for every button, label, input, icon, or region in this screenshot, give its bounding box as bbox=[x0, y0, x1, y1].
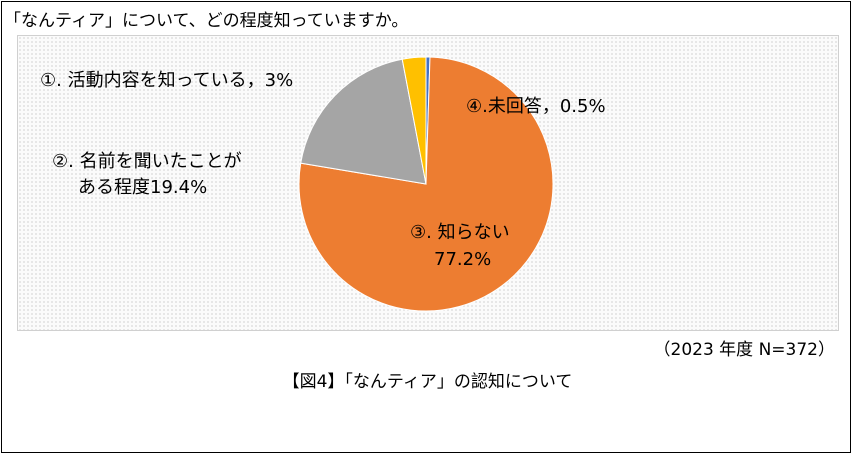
slice-label-dont-know-line1: ③. 知らない bbox=[410, 222, 510, 243]
slice-label-know-activities: ①. 活動内容を知っている，3% bbox=[40, 70, 294, 91]
figure-caption: 【図4】「なんティア」の認知について bbox=[282, 372, 573, 392]
pie-slice-heard-name bbox=[300, 58, 427, 185]
sample-note: （2023 年度 N=372） bbox=[653, 340, 835, 360]
slice-label-dont-know-line2: 77.2% bbox=[434, 249, 492, 270]
slice-label-unanswered: ④.未回答，0.5% bbox=[466, 96, 606, 117]
slice-label-heard-name-line2: ある程度19.4% bbox=[78, 177, 208, 198]
slice-label-heard-name-line1: ②. 名前を聞いたことが bbox=[52, 151, 242, 172]
survey-question: 「なんティア」について、どの程度知っていますか。 bbox=[4, 11, 409, 31]
pie-slice-know-activities bbox=[401, 56, 427, 185]
